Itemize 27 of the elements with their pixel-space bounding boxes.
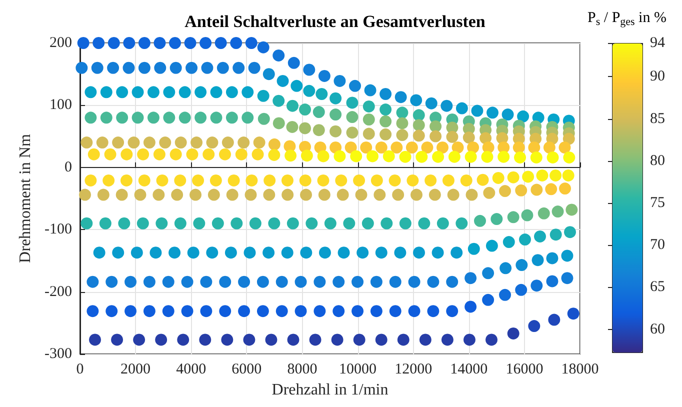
- x-tick-label: 10000: [339, 362, 377, 378]
- color-bar-label: 80: [650, 152, 665, 169]
- x-tick-label: 0: [76, 362, 84, 378]
- x-tick-label: 14000: [450, 362, 488, 378]
- color-bar-label: 85: [650, 110, 665, 127]
- y-tick-label: -200: [44, 284, 72, 300]
- x-tick-label: 6000: [232, 362, 262, 378]
- x-tick-label: 4000: [176, 362, 206, 378]
- y-tick-label: 100: [50, 97, 72, 114]
- chart-title: Anteil Schaltverluste an Gesamtverlusten: [184, 12, 486, 31]
- x-tick-label: 8000: [287, 362, 318, 378]
- x-tick-label: 18000: [561, 362, 599, 378]
- color-bar-label: 65: [650, 279, 665, 296]
- y-axis-title: Drehmoment in Nm: [17, 134, 34, 263]
- y-tick-label: 0: [64, 159, 72, 176]
- y-tick-label: -100: [44, 222, 72, 238]
- x-tick-label: 12000: [394, 362, 432, 378]
- color-bar-label: 94: [650, 35, 666, 51]
- color-bar-label: 60: [650, 321, 665, 338]
- x-tick-label: 2000: [120, 362, 151, 378]
- y-tick-label: 200: [50, 35, 72, 51]
- x-tick-label: 16000: [506, 362, 544, 378]
- x-axis-title: Drehzahl in 1/min: [272, 381, 388, 398]
- color-bar-label: 70: [650, 237, 665, 254]
- y-tick-label: -300: [44, 346, 72, 362]
- color-bar-label: 75: [650, 194, 665, 211]
- color-bar-label: 90: [650, 68, 665, 85]
